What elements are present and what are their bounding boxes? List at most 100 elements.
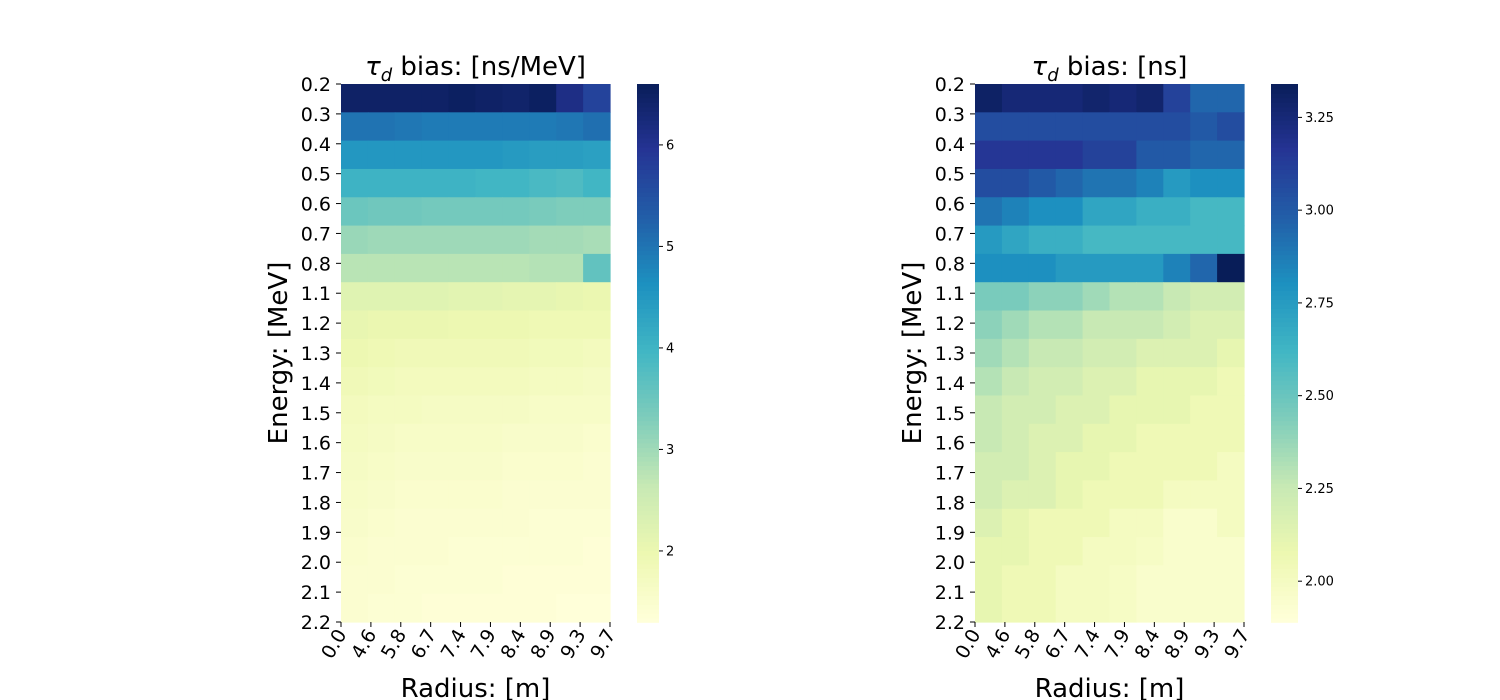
heatmap-cell — [1136, 140, 1164, 170]
colorbar-segment — [1271, 151, 1298, 157]
colorbar-segment — [1271, 182, 1298, 188]
colorbar-tick-label: 2 — [666, 544, 674, 559]
heatmap-cell — [1163, 338, 1191, 368]
heatmap-cell — [1109, 423, 1137, 453]
colorbar-segment — [637, 227, 659, 233]
heatmap-cell — [475, 537, 503, 566]
heatmap-cell — [394, 112, 423, 142]
colorbar-segment — [1271, 465, 1298, 471]
colorbar-segment — [1271, 500, 1298, 507]
colorbar-segment — [637, 505, 659, 511]
colorbar-segment — [1271, 317, 1298, 323]
heatmap-cell — [1028, 395, 1057, 425]
colorbar-segment — [637, 397, 659, 404]
colorbar-segment — [637, 406, 659, 413]
heatmap-cell — [1109, 84, 1137, 113]
heatmap-cell — [1163, 253, 1191, 283]
colorbar-segment — [1271, 379, 1298, 386]
heatmap-cell — [529, 197, 557, 227]
heatmap-cell — [1217, 140, 1245, 170]
y-tick-label: 0.3 — [301, 104, 331, 126]
y-tick-label: 1.6 — [935, 433, 965, 455]
title-text: bias: [ns] — [1059, 52, 1188, 82]
heatmap-cell — [583, 565, 611, 595]
colorbar-segment — [637, 164, 659, 170]
heatmap-cell — [556, 480, 584, 510]
heatmap-cell — [556, 508, 584, 538]
heatmap-cell — [475, 508, 503, 538]
heatmap-cell — [502, 565, 530, 595]
heatmap-cell — [1136, 480, 1164, 510]
heatmap-cell — [448, 197, 477, 227]
colorbar-segment — [1271, 424, 1298, 431]
heatmap-cell — [1109, 565, 1137, 595]
colorbar-segment — [637, 281, 659, 287]
heatmap-cell — [448, 423, 477, 453]
heatmap-panel-right: τd bias: [ns] 0.2 0.3 0.4 0.5 0.6 0.7 0.8 1.1 1.2… — [898, 52, 1334, 700]
colorbar-segment — [1271, 420, 1298, 426]
heatmap-cell — [421, 480, 450, 510]
heatmap-cell — [475, 282, 503, 312]
heatmap-cell — [556, 282, 584, 312]
heatmap-cell — [1136, 225, 1164, 255]
heatmap-cell — [975, 112, 1003, 142]
heatmap-cell — [1001, 338, 1030, 368]
heatmap-cell — [475, 84, 503, 113]
colorbar-segment — [1271, 124, 1298, 130]
heatmap-cell — [1082, 565, 1111, 595]
heatmap-cell — [1109, 395, 1137, 425]
heatmap-cell — [475, 225, 503, 255]
colorbar-segment — [637, 442, 659, 448]
colorbar-segment — [637, 559, 659, 565]
colorbar-segment — [1271, 173, 1298, 179]
heatmap-cell — [1001, 452, 1030, 482]
heatmap-cell — [1028, 168, 1057, 198]
heatmap-cell — [341, 338, 369, 368]
y-tick-label: 1.2 — [935, 313, 965, 335]
colorbar-segment — [1271, 249, 1298, 256]
heatmap-cell — [529, 282, 557, 312]
colorbar-segment — [637, 267, 659, 274]
heatmap-cell — [448, 225, 477, 255]
heatmap-cell — [1082, 282, 1111, 312]
heatmap-cell — [975, 225, 1003, 255]
heatmap-cell — [1082, 84, 1111, 113]
colorbar-segment — [637, 330, 659, 336]
colorbar-segment — [1271, 474, 1298, 480]
heatmap-cell — [1082, 593, 1111, 623]
heatmap-cell — [1055, 225, 1084, 255]
heatmap-cell — [1055, 537, 1084, 566]
heatmap-cell — [341, 282, 369, 312]
heatmap-cell — [1190, 338, 1218, 368]
heatmap-cell — [1082, 395, 1111, 425]
heatmap-cell — [1055, 282, 1084, 312]
colorbar-segment — [1271, 276, 1298, 283]
colorbar-segment — [1271, 137, 1298, 144]
heatmap-cell — [1082, 310, 1111, 340]
heatmap-cell — [367, 508, 396, 538]
heatmap-cell — [529, 593, 557, 623]
heatmap-cell — [1190, 480, 1218, 510]
colorbar-segment — [1271, 541, 1298, 547]
heatmap-cell — [529, 253, 557, 283]
heatmap-cell — [394, 593, 423, 623]
colorbar-segment — [1271, 128, 1298, 135]
heatmap-cell — [1055, 197, 1084, 227]
heatmap-cell — [975, 565, 1003, 595]
colorbar-segment — [637, 487, 659, 493]
heatmap-cell — [1217, 253, 1245, 283]
y-tick-label: 1.5 — [935, 403, 965, 425]
heatmap-cell — [1109, 197, 1137, 227]
heatmap-cell — [583, 593, 611, 623]
colorbar-segment — [1271, 595, 1298, 601]
heatmap-cell — [341, 537, 369, 566]
heatmap-cell — [475, 310, 503, 340]
y-tick-label: 0.6 — [301, 194, 331, 216]
heatmap-cell — [367, 197, 396, 227]
colorbar-tick-label: 2.75 — [1305, 296, 1334, 311]
heatmap-cell — [1163, 197, 1191, 227]
heatmap-cell — [583, 310, 611, 340]
heatmap-cell — [975, 310, 1003, 340]
colorbar-segment — [637, 236, 659, 242]
y-axis-label: Energy: [MeV] — [264, 262, 294, 445]
